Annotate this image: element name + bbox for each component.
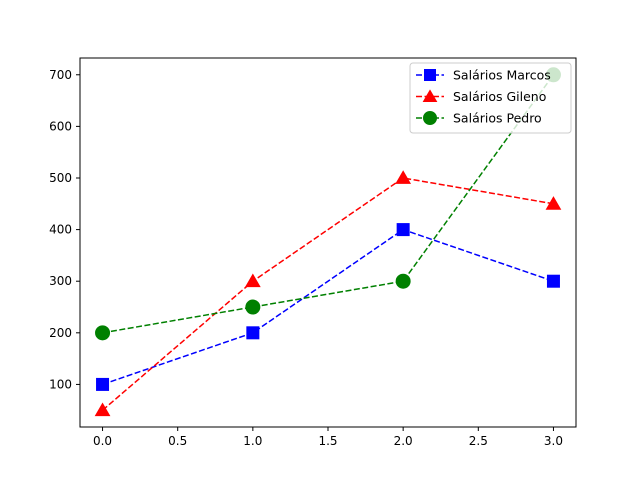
legend-label: Salários Marcos [453, 68, 551, 83]
data-point [244, 273, 261, 288]
y-tick-label: 200 [49, 326, 72, 340]
y-tick-label: 600 [49, 119, 72, 133]
legend-item: Salários Marcos [416, 68, 551, 83]
y-axis: 100 200 300 400 500 600 700 [49, 68, 80, 391]
legend-marker [424, 69, 436, 81]
data-point [545, 196, 562, 210]
legend-marker [422, 89, 438, 102]
data-point [95, 325, 111, 341]
data-point [395, 273, 411, 289]
data-point [94, 402, 111, 417]
data-point [396, 223, 410, 237]
y-tick-label: 300 [49, 274, 72, 288]
legend-item: Salários Gileno [416, 89, 546, 104]
y-tick-label: 100 [49, 377, 72, 391]
legend: Salários Marcos Salários Gileno Salários P… [409, 62, 572, 134]
x-tick-label: 2.0 [394, 434, 413, 448]
series-line [102, 228, 554, 386]
x-axis: 0.0 0.5 1.0 1.5 2.0 2.5 3.0 [93, 427, 563, 448]
legend-box [409, 62, 572, 134]
x-tick-label: 1.5 [318, 434, 337, 448]
data-point [546, 274, 560, 288]
data-point [246, 326, 260, 340]
y-tick-label: 500 [49, 171, 72, 185]
legend-label: Salários Pedro [453, 111, 542, 126]
data-point [245, 299, 261, 315]
legend-marker [423, 111, 437, 125]
data-point [395, 170, 412, 184]
x-tick-label: 1.0 [243, 434, 262, 448]
legend-item: Salários Pedro [416, 111, 542, 126]
legend-label: Salários Gileno [453, 89, 546, 104]
series-line [102, 177, 554, 411]
y-tick-label: 400 [49, 223, 72, 237]
x-tick-label: 3.0 [544, 434, 563, 448]
series-salarios-gileno [94, 170, 562, 417]
series-salarios-marcos [96, 223, 560, 391]
x-tick-label: 0.5 [168, 434, 187, 448]
x-tick-label: 0.0 [93, 434, 112, 448]
y-tick-label: 700 [49, 68, 72, 82]
x-tick-label: 2.5 [469, 434, 488, 448]
data-point [96, 377, 110, 391]
